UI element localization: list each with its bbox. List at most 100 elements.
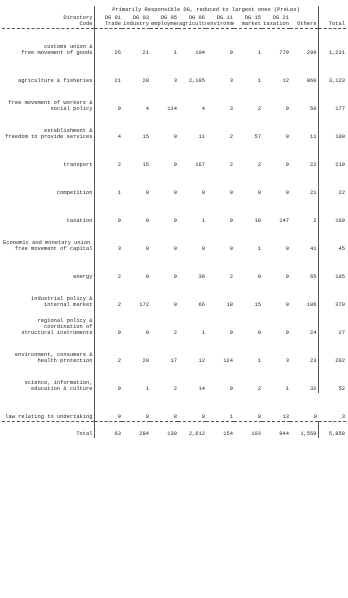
- cell: 0: [201, 246, 205, 252]
- cell: 202: [317, 337, 346, 365]
- cell: 0: [173, 218, 177, 224]
- cell: 21: [142, 50, 149, 56]
- cell: 1,559: [290, 421, 318, 438]
- cell: 2,195: [188, 78, 205, 84]
- table-row: environment, consumers & health protectio…: [2, 337, 346, 365]
- cell: 0: [173, 274, 177, 280]
- cell: 32: [310, 386, 317, 392]
- column-header: DG 15 market: [234, 14, 262, 29]
- cell: 1: [257, 50, 261, 56]
- cell: 1: [201, 330, 205, 336]
- blank: [317, 6, 346, 14]
- row-label: industrial policy & internal market: [2, 281, 95, 309]
- cell: 3: [229, 78, 233, 84]
- text-line: structural instruments: [21, 330, 93, 336]
- cell: 66: [198, 302, 205, 308]
- table-row: transport 2 15 0 167 2 2 0 22 210: [2, 141, 346, 169]
- text-line: Others: [297, 21, 317, 27]
- text-line: taxation: [263, 21, 289, 27]
- cell: 779: [279, 50, 289, 56]
- column-header: Directory Code: [2, 14, 95, 29]
- cell: 2: [313, 218, 317, 224]
- text-line: agriculture: [179, 21, 206, 27]
- column-header: DG 06agriculture: [178, 14, 206, 29]
- text-line: free movement of goods: [21, 50, 93, 56]
- text-line: taxation: [66, 218, 93, 224]
- cell: 22: [310, 162, 317, 168]
- cell: 0: [117, 414, 121, 420]
- cell: 0: [145, 190, 149, 196]
- table-row: competition 1 0 0 0 0 0 0 21 22: [2, 169, 346, 197]
- cell: 2: [229, 162, 233, 168]
- text-line: education & culture: [31, 386, 93, 392]
- text-line: Total: [328, 21, 345, 27]
- text-line: energy: [73, 274, 93, 280]
- cell: 65: [310, 274, 317, 280]
- text-line: employment: [151, 21, 178, 27]
- cell: 0: [229, 50, 233, 56]
- cell: 0: [117, 218, 121, 224]
- cell: 944: [262, 421, 290, 438]
- cell: 0: [145, 414, 149, 420]
- cell: 0: [285, 246, 289, 252]
- text-line: DG 03: [132, 15, 149, 21]
- cell: 4: [201, 106, 205, 112]
- cell: 210: [317, 141, 346, 169]
- cell: 0: [117, 330, 121, 336]
- table-row: taxation 0 0 0 1 0 10 147 2 160: [2, 197, 346, 225]
- cell: 1: [173, 50, 177, 56]
- cell: 15: [142, 162, 149, 168]
- cell: 0: [229, 330, 233, 336]
- text-line: environment, consumers &: [14, 352, 93, 358]
- row-label: law relating to undertaking: [2, 393, 95, 422]
- cell: 1: [257, 246, 261, 252]
- row-label: regional policy & coordination of structur…: [2, 309, 95, 337]
- cell: 860: [306, 78, 317, 84]
- cell: 2: [117, 302, 121, 308]
- cell: 2: [257, 162, 261, 168]
- cell: 5,858: [317, 421, 346, 438]
- text-line: DG 15: [244, 15, 261, 21]
- cell: 1: [285, 386, 289, 392]
- cell: 14: [198, 386, 205, 392]
- cell: 2: [229, 274, 233, 280]
- cell: 3: [173, 78, 177, 84]
- cell: 0: [257, 414, 261, 420]
- table-title: Primarily Responsible DG, reduced to lar…: [112, 7, 300, 13]
- cell: 0: [117, 386, 121, 392]
- cell: 114: [167, 106, 177, 112]
- cell: 23: [310, 358, 317, 364]
- text-line: DG 05: [160, 15, 177, 21]
- cell: 3: [285, 358, 289, 364]
- cell: 0: [229, 246, 233, 252]
- cell: 0: [173, 162, 177, 168]
- row-label: transport: [2, 141, 95, 169]
- cell: 1: [117, 190, 121, 196]
- column-header: DG 03 industry: [122, 14, 150, 29]
- text-line: agriculture & fisheries: [18, 78, 93, 84]
- table-row: free movement of workers & social policy 0…: [2, 85, 346, 113]
- cell: 0: [285, 302, 289, 308]
- table-row: Economic and monetary union & free moveme…: [2, 225, 346, 253]
- text-line: DG 11: [216, 15, 233, 21]
- cell: 284: [122, 421, 150, 438]
- cell: 17: [170, 358, 177, 364]
- table-row: regional policy & coordination of structur…: [2, 309, 346, 337]
- table-row: industrial policy & internal market 2 172 0 6…: [2, 281, 346, 309]
- text-line: competition: [56, 190, 93, 196]
- table-row: agriculture & fisheries 21 28 3 2,195 3 1 12 860…: [2, 57, 346, 85]
- cell: 57: [254, 134, 261, 140]
- cell: 28: [142, 78, 149, 84]
- cell: 3,123: [317, 57, 346, 85]
- cell: 8: [173, 414, 177, 420]
- cell: 1: [201, 218, 205, 224]
- text-line: coordination of: [43, 324, 93, 330]
- text-line: social policy: [50, 106, 93, 112]
- cell: 21: [310, 190, 317, 196]
- cell: 103: [234, 421, 262, 438]
- cell: 15: [142, 134, 149, 140]
- table-row: energy 2 0 0 36 2 0 0 65 105: [2, 253, 346, 281]
- cell: 15: [254, 302, 261, 308]
- text-line: DG 21: [272, 15, 289, 21]
- cell: 2: [229, 134, 233, 140]
